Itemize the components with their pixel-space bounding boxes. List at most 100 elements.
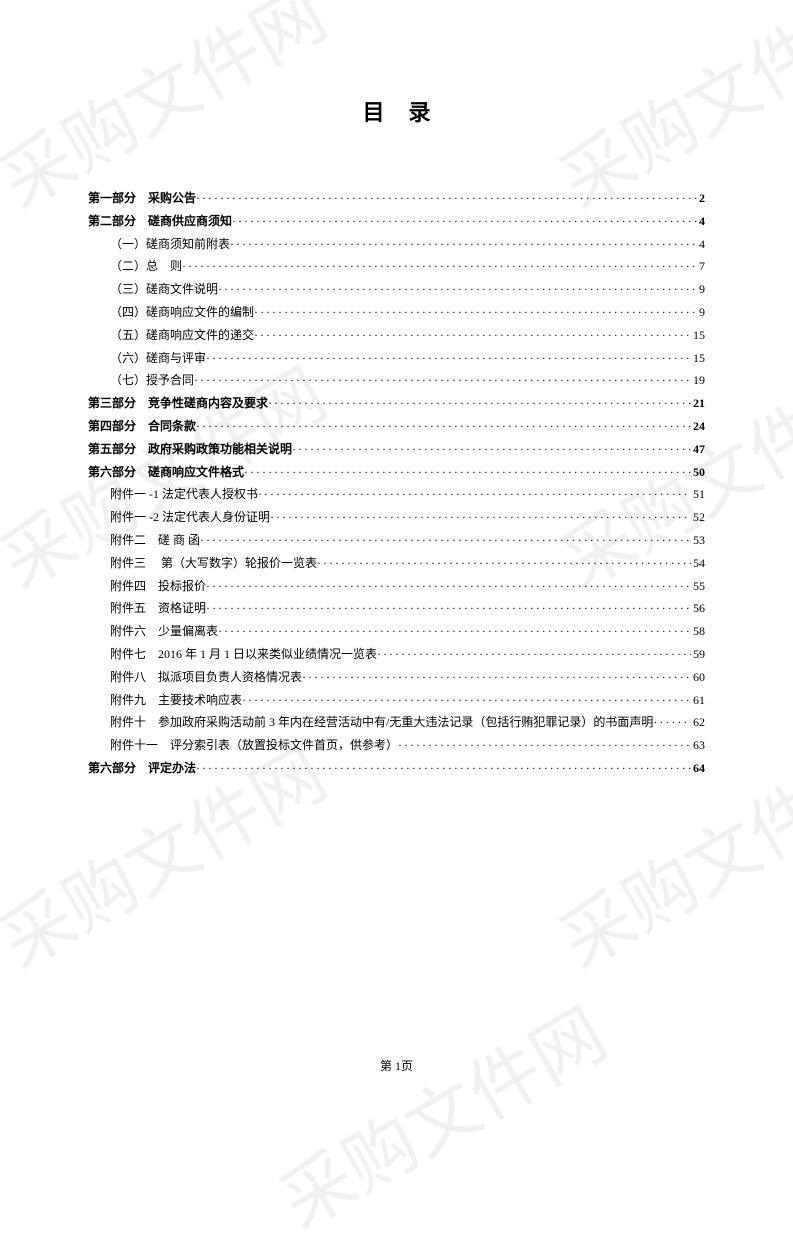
toc-row: 第四部分 合同条款24 <box>88 415 705 438</box>
toc-label: 第一部分 采购公告 <box>88 187 196 210</box>
toc-page-number: 50 <box>691 461 705 484</box>
toc-row: 第一部分 采购公告 2 <box>88 187 705 210</box>
toc-page-number: 4 <box>697 233 705 256</box>
toc-row: 附件三 第（大写数字）轮报价一览表54 <box>88 552 705 575</box>
toc-label: 附件一 -2 法定代表人身份证明 <box>88 506 270 529</box>
toc-leader-dots <box>244 461 691 484</box>
toc-row: （四）磋商响应文件的编制 9 <box>88 301 705 324</box>
toc-label: 附件五 资格证明 <box>88 597 206 620</box>
toc-label: 第五部分 政府采购政策功能相关说明 <box>88 438 292 461</box>
toc-leader-dots <box>196 187 697 210</box>
toc-leader-dots <box>268 392 691 415</box>
toc-row: 第六部分 磋商响应文件格式 50 <box>88 461 705 484</box>
toc-row: 附件十一 评分索引表（放置投标文件首页，供参考） 63 <box>88 734 705 757</box>
toc-row: 附件八 拟派项目负责人资格情况表 60 <box>88 666 705 689</box>
toc-page-number: 62 <box>691 711 705 734</box>
toc-leader-dots <box>398 734 691 757</box>
toc-row: 附件五 资格证明 56 <box>88 597 705 620</box>
toc-row: 附件二 磋 商 函 53 <box>88 529 705 552</box>
toc-label: 附件八 拟派项目负责人资格情况表 <box>88 666 302 689</box>
toc-label: （五）磋商响应文件的递交 <box>88 324 254 347</box>
toc-label: （三）磋商文件说明 <box>88 278 218 301</box>
toc-page-number: 55 <box>691 575 705 598</box>
toc-label: （七）授予合同 <box>88 369 194 392</box>
toc-leader-dots <box>200 529 691 552</box>
toc-label: 第六部分 评定办法 <box>88 757 196 780</box>
toc-leader-dots <box>242 689 691 712</box>
toc-label: 附件七 2016 年 1 月 1 日以来类似业绩情况一览表 <box>88 643 377 666</box>
toc-row: （五）磋商响应文件的递交 15 <box>88 324 705 347</box>
toc-leader-dots <box>254 301 697 324</box>
toc-label: 附件四 投标报价 <box>88 575 206 598</box>
toc-row: 第六部分 评定办法 64 <box>88 757 705 780</box>
toc-row: 第三部分 竞争性磋商内容及要求21 <box>88 392 705 415</box>
toc-row: （二）总 则7 <box>88 255 705 278</box>
toc-page-number: 15 <box>691 324 705 347</box>
toc-leader-dots <box>317 552 691 575</box>
toc-leader-dots <box>230 233 697 256</box>
toc-page-number: 60 <box>691 666 705 689</box>
toc-row: （一）磋商须知前附表 4 <box>88 233 705 256</box>
watermark: 采购文件网 <box>258 977 622 1248</box>
toc-page-number: 63 <box>691 734 705 757</box>
toc-page-number: 7 <box>697 255 705 278</box>
toc-page-number: 54 <box>691 552 705 575</box>
toc-label: 附件六 少量偏离表 <box>88 620 218 643</box>
toc-row: 第二部分 磋商供应商须知 4 <box>88 210 705 233</box>
toc-row: （三）磋商文件说明 9 <box>88 278 705 301</box>
toc-leader-dots <box>218 620 691 643</box>
toc-page-number: 59 <box>691 643 705 666</box>
toc-row: 附件九 主要技术响应表 61 <box>88 689 705 712</box>
toc-row: 附件一 -2 法定代表人身份证明52 <box>88 506 705 529</box>
toc-label: 第二部分 磋商供应商须知 <box>88 210 232 233</box>
toc-row: 附件十 参加政府采购活动前 3 年内在经营活动中有/无重大违法记录（包括行贿犯罪… <box>88 711 705 734</box>
toc-leader-dots <box>182 255 697 278</box>
toc-row: 附件六 少量偏离表 58 <box>88 620 705 643</box>
toc-leader-dots <box>653 711 691 734</box>
toc-page-number: 9 <box>697 278 705 301</box>
toc-label: （一）磋商须知前附表 <box>88 233 230 256</box>
toc-row: 附件一 -1 法定代表人授权书 51 <box>88 483 705 506</box>
toc-page-number: 58 <box>691 620 705 643</box>
toc-label: （四）磋商响应文件的编制 <box>88 301 254 324</box>
toc-leader-dots <box>254 324 691 347</box>
toc-page-number: 15 <box>691 347 705 370</box>
toc-page-number: 61 <box>691 689 705 712</box>
toc-row: （七）授予合同19 <box>88 369 705 392</box>
toc-page-number: 51 <box>691 483 705 506</box>
page-footer: 第 1页 <box>0 1057 793 1074</box>
toc-label: 附件二 磋 商 函 <box>88 529 200 552</box>
toc-leader-dots <box>258 483 691 506</box>
page-title: 目录 <box>88 95 705 127</box>
toc-leader-dots <box>206 597 691 620</box>
toc-leader-dots <box>206 575 691 598</box>
toc-leader-dots <box>302 666 691 689</box>
toc-page-number: 24 <box>691 415 705 438</box>
toc-page-number: 53 <box>691 529 705 552</box>
table-of-contents: 第一部分 采购公告2第二部分 磋商供应商须知4（一）磋商须知前附表4（二）总 则… <box>88 187 705 780</box>
toc-page-number: 21 <box>691 392 705 415</box>
toc-row: 附件四 投标报价 55 <box>88 575 705 598</box>
toc-leader-dots <box>292 438 691 461</box>
toc-label: 第六部分 磋商响应文件格式 <box>88 461 244 484</box>
toc-row: 第五部分 政府采购政策功能相关说明 47 <box>88 438 705 461</box>
toc-label: 附件十一 评分索引表（放置投标文件首页，供参考） <box>88 734 398 757</box>
toc-label: 附件十 参加政府采购活动前 3 年内在经营活动中有/无重大违法记录（包括行贿犯罪… <box>88 711 653 734</box>
toc-page-number: 2 <box>697 187 705 210</box>
toc-page-number: 47 <box>691 438 705 461</box>
toc-page-number: 4 <box>697 210 705 233</box>
toc-label: 附件一 -1 法定代表人授权书 <box>88 483 258 506</box>
toc-leader-dots <box>194 369 691 392</box>
toc-page-number: 64 <box>691 757 705 780</box>
toc-page-number: 9 <box>697 301 705 324</box>
toc-label: 附件九 主要技术响应表 <box>88 689 242 712</box>
toc-leader-dots <box>218 278 697 301</box>
toc-page-number: 56 <box>691 597 705 620</box>
toc-label: （六）磋商与评审 <box>88 347 206 370</box>
toc-leader-dots <box>196 415 691 438</box>
toc-leader-dots <box>377 643 691 666</box>
toc-leader-dots <box>206 347 691 370</box>
toc-leader-dots <box>196 757 691 780</box>
toc-leader-dots <box>232 210 697 233</box>
toc-row: （六）磋商与评审 15 <box>88 347 705 370</box>
